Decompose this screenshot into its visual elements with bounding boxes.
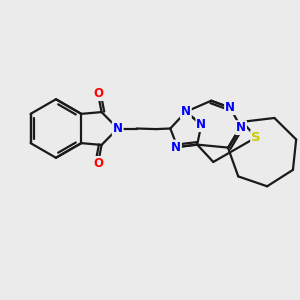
Text: N: N xyxy=(236,121,246,134)
Text: O: O xyxy=(93,87,103,100)
Text: N: N xyxy=(113,122,123,135)
Text: S: S xyxy=(251,131,261,144)
Text: N: N xyxy=(196,118,206,131)
Text: N: N xyxy=(225,101,235,114)
Text: O: O xyxy=(93,157,103,170)
Text: N: N xyxy=(181,105,191,118)
Text: N: N xyxy=(171,140,181,154)
